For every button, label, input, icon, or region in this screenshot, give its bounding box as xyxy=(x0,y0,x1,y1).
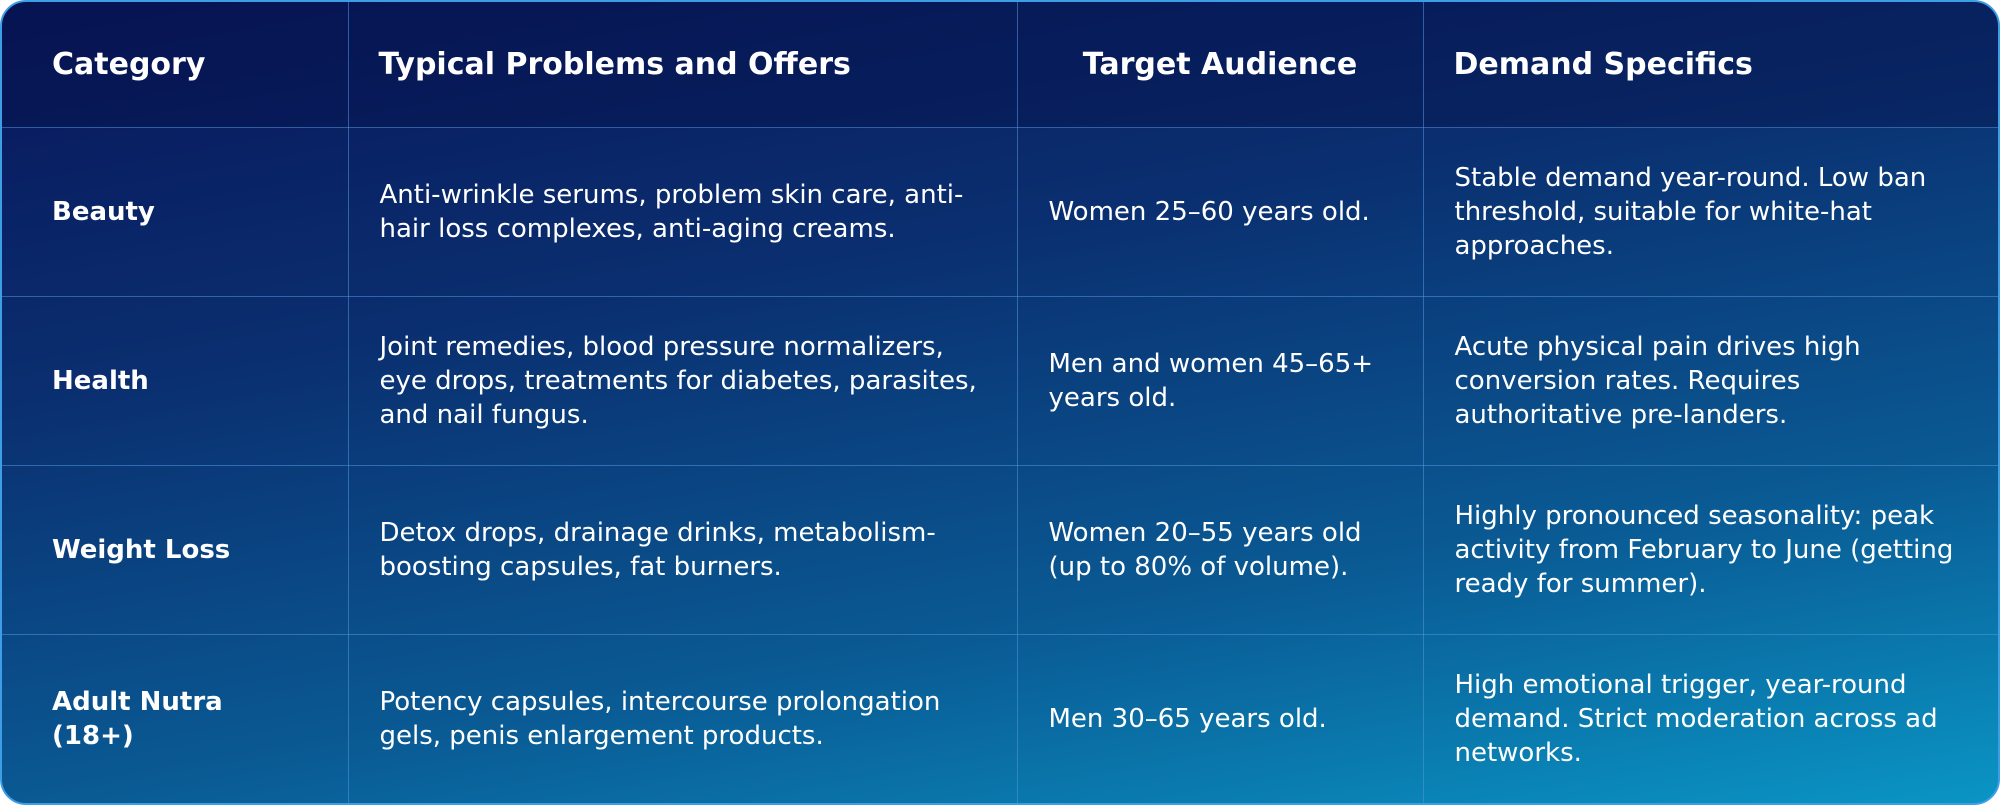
table-body: Beauty Anti-wrinkle serums, problem skin … xyxy=(2,127,1998,803)
table-cell: Anti-wrinkle serums, problem skin care, … xyxy=(347,127,1018,297)
table-cell: Men 30–65 years old. xyxy=(1016,634,1424,803)
header-cell: Typical Problems and Offers xyxy=(347,2,1018,128)
category-cell: Health xyxy=(2,296,349,466)
table-row: Weight Loss Detox drops, drainage drinks,… xyxy=(2,465,1998,635)
table-cell: Detox drops, drainage drinks, metabolism… xyxy=(347,465,1018,635)
table-row: Adult Nutra (18+) Potency capsules, inter… xyxy=(2,634,1998,803)
table-row: Beauty Anti-wrinkle serums, problem skin … xyxy=(2,127,1998,297)
table-row: Health Joint remedies, blood pressure nor… xyxy=(2,296,1998,466)
table-cell: Highly pronounced seasonality: peak acti… xyxy=(1422,465,1998,635)
table-cell: Joint remedies, blood pressure normalize… xyxy=(347,296,1018,466)
table-cell: Potency capsules, intercourse prolongati… xyxy=(347,634,1018,803)
category-cell: Weight Loss xyxy=(2,465,349,635)
category-cell: Beauty xyxy=(2,127,349,297)
table-cell: Women 25–60 years old. xyxy=(1016,127,1424,297)
table-cell: Acute physical pain drives high conversi… xyxy=(1422,296,1998,466)
header-cell: Target Audience xyxy=(1016,2,1424,128)
table-cell: Women 20–55 years old (up to 80% of volu… xyxy=(1016,465,1424,635)
header-row: Category Typical Problems and Offers Targe… xyxy=(2,2,1998,128)
table-cell: High emotional trigger, year-round deman… xyxy=(1422,634,1998,803)
header-cell: Category xyxy=(2,2,349,128)
table-cell: Men and women 45–65+ years old. xyxy=(1016,296,1424,466)
category-cell: Adult Nutra (18+) xyxy=(2,634,349,803)
table-cell: Stable demand year-round. Low ban thresh… xyxy=(1422,127,1998,297)
header-cell: Demand Specifics xyxy=(1422,2,1998,128)
